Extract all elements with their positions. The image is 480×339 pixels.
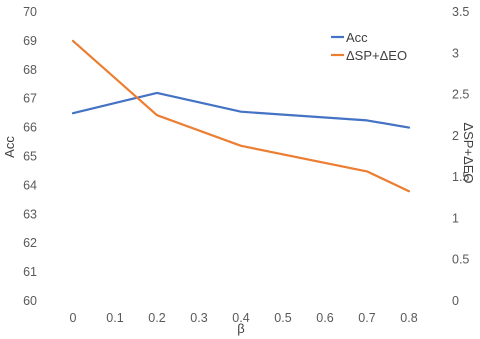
y-left-tick-label: 68 [23,63,37,77]
x-tick-label: 0.8 [400,311,417,325]
x-tick-label: 0.4 [232,311,249,325]
series-lines [71,39,411,193]
legend: Acc ΔSP+ΔEO [331,30,407,63]
y-axis-right-title: ΔSP+ΔEO [461,122,476,183]
y-left-tick-label: 67 [23,92,37,106]
x-tick-label: 0.3 [190,311,207,325]
x-tick-label: 0.5 [274,311,291,325]
series-line-1 [71,39,411,193]
x-tick-label: 0.7 [358,311,375,325]
y-left-tick-label: 70 [23,5,37,19]
x-axis-ticks: 0 0.1 0.2 0.3 0.4 0.5 0.6 0.7 0.8 [70,311,418,325]
left-axis-ticks: 60 61 62 63 64 65 66 67 68 69 70 [23,5,37,308]
x-tick-label: 0.6 [316,311,333,325]
y-right-tick-label: 1 [452,211,459,225]
y-right-tick-label: 3 [452,46,459,60]
x-axis-title: β [237,321,244,336]
y-left-tick-label: 64 [23,178,37,192]
y-left-tick-label: 65 [23,150,37,164]
y-left-tick-label: 66 [23,121,37,135]
y-right-tick-label: 3.5 [452,5,469,19]
y-left-tick-label: 63 [23,207,37,221]
y-axis-left-title: Acc [2,136,17,158]
y-right-tick-label: 0 [452,294,459,308]
y-left-tick-label: 60 [23,294,37,308]
x-tick-label: 0 [70,311,77,325]
legend-label-1: ΔSP+ΔEO [346,48,407,63]
right-axis-ticks: 0 0.5 1 1.5 2 2.5 3 3.5 [452,5,469,308]
x-tick-label: 0.1 [106,311,123,325]
y-left-tick-label: 62 [23,236,37,250]
y-right-tick-label: 1.5 [452,170,469,184]
y-right-tick-label: 0.5 [452,253,469,267]
y-left-tick-label: 61 [23,265,37,279]
y-right-tick-label: 2 [452,129,459,143]
legend-label-0: Acc [346,30,368,45]
y-right-tick-label: 2.5 [452,88,469,102]
series-line-0 [71,91,411,129]
y-left-tick-label: 69 [23,34,37,48]
x-tick-label: 0.2 [148,311,165,325]
